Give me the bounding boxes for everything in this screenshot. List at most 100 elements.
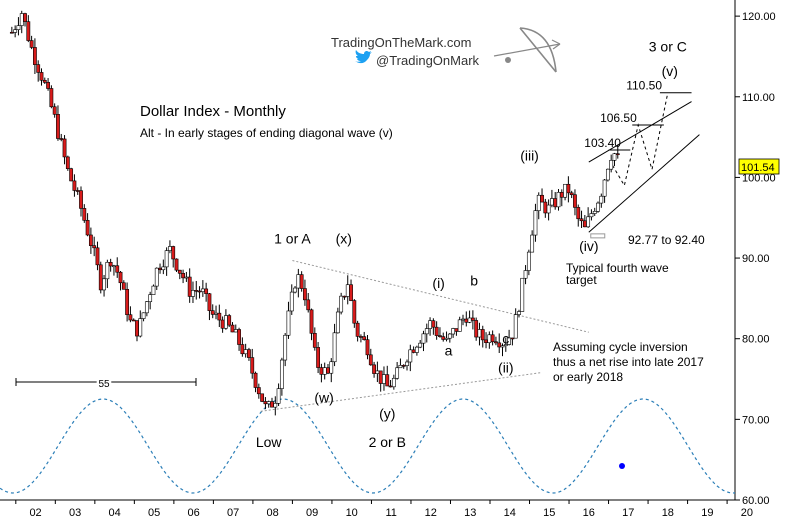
candle-body <box>309 309 314 334</box>
wave-label-w3c: 3 or C <box>649 39 687 55</box>
target-label-target_1105: 110.50 <box>626 79 662 93</box>
candle-body <box>230 324 235 333</box>
candle-body <box>599 195 604 204</box>
candle-body <box>553 198 558 208</box>
candle-body <box>270 401 274 408</box>
candle-body <box>467 317 472 323</box>
upper-trendline <box>292 259 589 333</box>
candle-body <box>59 138 64 140</box>
fourth-wave-note-1: Typical fourth wave <box>566 261 669 275</box>
candle-body <box>576 207 581 220</box>
candle-body <box>540 194 544 203</box>
target-label-target_1034: 103.40 <box>584 136 621 150</box>
candle-body <box>342 295 347 298</box>
candle-body <box>569 192 574 196</box>
plot-frame <box>0 0 736 501</box>
candle-body <box>102 278 106 291</box>
candle-body <box>441 336 446 340</box>
candle-body <box>263 401 268 405</box>
wave-label-wi: (i) <box>432 275 444 291</box>
candle-body <box>187 276 192 297</box>
candle-body <box>368 354 373 366</box>
candle-body <box>339 295 344 313</box>
candle-body <box>200 288 205 292</box>
candle-body <box>526 251 531 271</box>
candle-body <box>177 269 182 274</box>
cycle-path <box>0 398 736 494</box>
candle-body <box>243 349 248 355</box>
candle-body <box>556 192 561 208</box>
x-tick-label: 16 <box>583 507 595 519</box>
fourth-wave-target-box <box>590 233 606 239</box>
candle-body <box>293 287 297 293</box>
candle-body <box>316 347 321 368</box>
candle-body <box>161 266 166 271</box>
candle-body <box>589 213 594 218</box>
fourth-wave-note-2: target <box>566 273 597 287</box>
candle-body <box>543 201 548 214</box>
candle-body <box>184 276 189 279</box>
x-tick-label: 19 <box>701 507 713 519</box>
candle-body <box>523 270 528 279</box>
candle-body <box>273 403 278 408</box>
last-price-value: 101.54 <box>741 162 775 174</box>
candle-body <box>352 300 357 324</box>
candle-body <box>194 290 199 292</box>
candle-body <box>128 314 133 321</box>
candle-body <box>125 289 130 316</box>
candle-body <box>444 337 449 340</box>
wave-label-wx: (x) <box>336 231 352 247</box>
candle-body <box>329 361 334 374</box>
candle-body <box>457 319 462 332</box>
candle-body <box>391 377 396 388</box>
candle-body <box>279 359 284 389</box>
diagonal-lower-line <box>588 134 700 233</box>
x-tick-label: 05 <box>148 507 160 519</box>
candle-body <box>398 365 403 369</box>
candle-body <box>586 216 591 228</box>
candle-body <box>596 202 600 212</box>
candle-body <box>530 234 535 253</box>
candle-body <box>33 47 37 65</box>
candle-body <box>332 332 337 363</box>
wave-label-wv: (v) <box>662 63 678 79</box>
wave-label-w1a: 1 or A <box>274 231 311 247</box>
candle-body <box>151 285 156 295</box>
candle-body <box>474 320 479 338</box>
x-axis: 02 03 04 05 06 07 08 09 10 11 12 13 14 15 16 17 18 19 20 <box>15 500 753 519</box>
wave-label-wb: b <box>470 272 478 288</box>
candle-body <box>395 367 400 379</box>
candle-body <box>428 320 432 329</box>
wave-label-w2b: 2 or B <box>369 434 406 450</box>
cycle-note-1: Assuming cycle inversion <box>553 340 688 354</box>
candlestick-series <box>9 10 620 416</box>
y-tick-label: 120.00 <box>742 11 776 23</box>
candle-body <box>411 349 416 353</box>
candle-body <box>266 401 271 405</box>
candle-body <box>237 329 241 345</box>
candle-body <box>418 342 423 348</box>
y-axis: 60.00 70.00 80.00 90.00 100.00 110.00 120.00 <box>735 11 776 507</box>
cycle-length-marker <box>15 378 197 386</box>
wave-labels: 1 or A (x) (i) b a c (ii) (w) (y) 2 or B Low (iii) (… <box>256 39 687 450</box>
x-tick-label: 14 <box>504 507 516 519</box>
candle-body <box>312 332 317 348</box>
candle-body <box>227 315 232 326</box>
wave-label-ww: (w) <box>314 389 333 405</box>
wave-label-wc: c <box>502 331 509 347</box>
range-note: 92.77 to 92.40 <box>628 233 705 247</box>
candle-body <box>507 337 511 345</box>
candle-body <box>322 367 327 375</box>
candle-body <box>602 179 607 197</box>
candle-body <box>550 198 554 206</box>
cycle-note-3: or early 2018 <box>553 370 623 384</box>
wave-label-wiii: (iii) <box>520 147 539 163</box>
candle-body <box>533 210 538 236</box>
y-tick-label: 80.00 <box>742 334 770 346</box>
candle-body <box>92 245 97 249</box>
candle-body <box>144 301 149 314</box>
y-tick-label: 70.00 <box>742 414 770 426</box>
candle-body <box>421 333 426 344</box>
candle-body <box>464 318 469 323</box>
candle-body <box>510 337 515 340</box>
